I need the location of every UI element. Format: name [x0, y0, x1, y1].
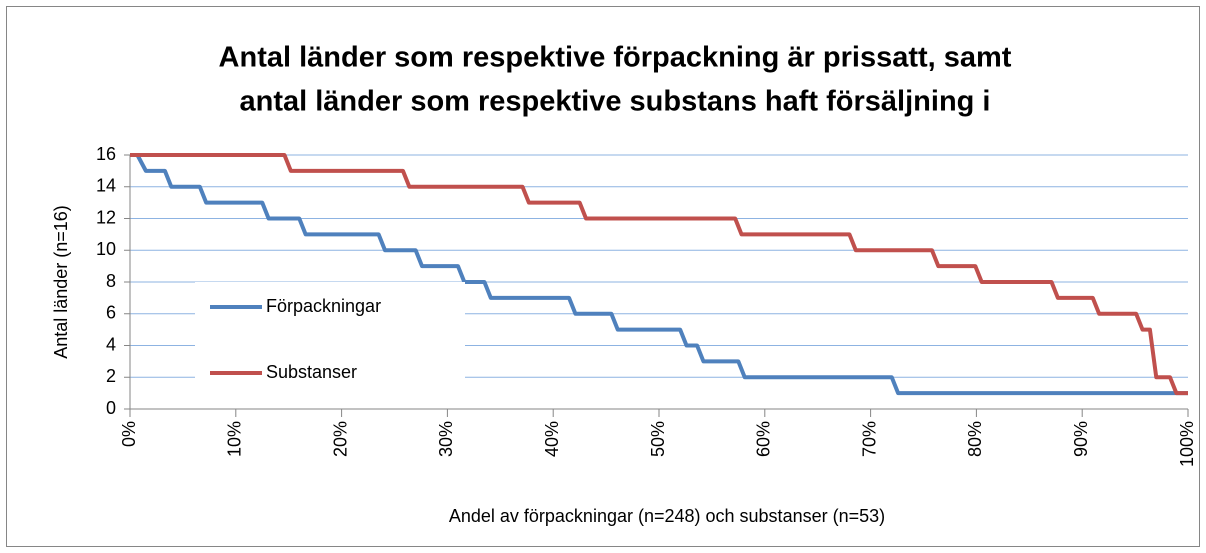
x-axis-label: Andel av förpackningar (n=248) och subst…: [449, 506, 885, 526]
line-series: [130, 153, 1188, 396]
x-tick-label: 30%: [436, 421, 456, 457]
chart-border: [6, 6, 1200, 547]
y-tick-label: 6: [106, 303, 116, 323]
x-tick-label: 10%: [225, 421, 245, 457]
x-tick-label: 90%: [1071, 421, 1091, 457]
legend-label: Substanser: [266, 362, 357, 382]
y-tick-label: 10: [96, 239, 116, 259]
x-tick-label: 60%: [754, 421, 774, 457]
y-tick-label: 2: [106, 366, 116, 386]
x-tick-label: 100%: [1177, 421, 1197, 467]
y-tick-label: 16: [96, 144, 116, 164]
y-tick-label: 12: [96, 207, 116, 227]
legend-label: Förpackningar: [266, 296, 381, 316]
x-tick-label: 20%: [330, 421, 350, 457]
x-tick-label: 80%: [965, 421, 985, 457]
y-tick-label: 0: [106, 398, 116, 418]
legend-box: [195, 282, 465, 400]
x-tick-label: 40%: [542, 421, 562, 457]
chart-title: Antal länder som respektive förpackning …: [219, 42, 1012, 74]
x-tick-label: 70%: [859, 421, 879, 457]
y-tick-label: 14: [96, 176, 116, 196]
y-tick-label: 4: [106, 334, 116, 354]
chart-title: antal länder som respektive substans haf…: [240, 86, 991, 118]
y-axis-label: Antal länder (n=16): [51, 205, 71, 359]
x-tick-label: 50%: [648, 421, 668, 457]
y-tick-label: 8: [106, 271, 116, 291]
x-tick-label: 0%: [119, 421, 139, 447]
